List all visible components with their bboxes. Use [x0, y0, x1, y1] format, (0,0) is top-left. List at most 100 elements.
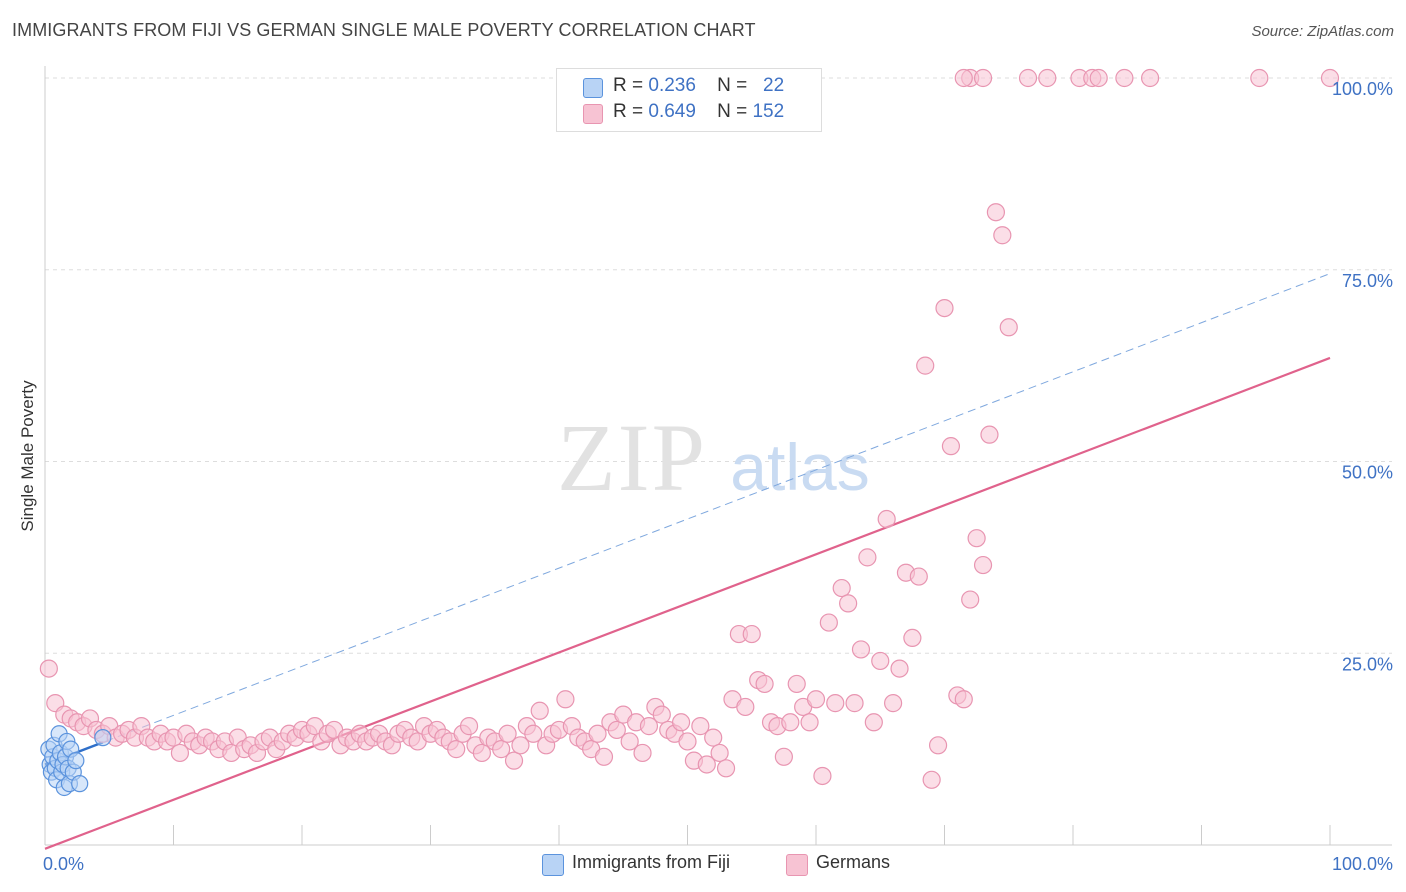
correlation-legend: R = 0.236 N = 22 R = 0.649 N = 152	[556, 68, 822, 132]
german-point	[967, 529, 986, 548]
watermark-zip: ZIP	[557, 404, 707, 511]
legend-fiji-label: Immigrants from Fiji	[572, 852, 731, 872]
german-point	[556, 690, 575, 709]
german-point	[447, 740, 466, 759]
german-point	[697, 755, 716, 774]
german-point	[511, 736, 530, 755]
x-tick-label: 0.0%	[43, 854, 84, 874]
legend-r-label: R =	[613, 75, 644, 96]
axes	[44, 66, 1392, 846]
german-point	[954, 690, 973, 709]
german-point	[806, 690, 826, 709]
german-point	[845, 694, 864, 713]
german-point	[774, 747, 793, 766]
series-legend: Immigrants from Fiji Germans	[0, 852, 1406, 878]
y-tick-label: 100.0%	[1332, 79, 1393, 99]
legend-r-value: 0.649	[648, 101, 696, 122]
german-point	[877, 509, 896, 529]
german-point	[530, 701, 549, 720]
grid-lines	[45, 77, 1392, 654]
german-point	[826, 694, 845, 713]
german-point	[973, 555, 993, 575]
legend-r-value: 0.236	[648, 75, 696, 96]
german-point	[941, 437, 961, 456]
x-tick-label: 100.0%	[1332, 854, 1393, 874]
german-legend-swatch-icon	[786, 854, 808, 876]
german-point	[819, 613, 838, 632]
german-point	[800, 713, 819, 732]
german-point	[1018, 68, 1038, 88]
german-point	[909, 567, 928, 586]
legend-germans-label: Germans	[816, 852, 891, 872]
legend-n-label: N =	[717, 101, 748, 122]
german-point	[903, 628, 922, 648]
german-point	[1089, 68, 1108, 88]
german-point	[671, 713, 691, 732]
german-point	[678, 732, 697, 751]
german-point	[492, 740, 511, 759]
german-swatch-icon	[583, 104, 603, 124]
german-point	[498, 724, 517, 743]
german-point	[620, 732, 639, 751]
tick-labels: 25.0% 50.0% 75.0% 100.0% 0.0% 100.0%	[43, 79, 1393, 874]
german-point	[639, 717, 659, 736]
german-point	[716, 759, 736, 778]
german-point	[954, 68, 973, 88]
german-point	[813, 766, 832, 786]
legend-n-label: N =	[717, 75, 748, 96]
german-point	[980, 425, 999, 444]
chart-title: IMMIGRANTS FROM FIJI VS GERMAN SINGLE MA…	[12, 20, 756, 40]
german-point	[832, 578, 851, 598]
german-point	[1140, 68, 1160, 88]
german-point	[588, 724, 607, 743]
german-point	[504, 751, 524, 770]
german-point	[858, 548, 877, 567]
german-point	[928, 736, 948, 755]
german-point	[1250, 68, 1269, 88]
fiji-points	[40, 725, 112, 797]
german-point	[973, 68, 993, 88]
german-point	[839, 594, 858, 613]
german-trend-line	[44, 356, 1331, 850]
fiji-swatch-icon	[583, 78, 603, 98]
german-point	[993, 226, 1012, 245]
fiji-legend-swatch-icon	[542, 854, 564, 876]
german-point	[459, 717, 479, 736]
german-point	[633, 743, 652, 763]
german-point	[594, 747, 614, 766]
german-point	[524, 724, 543, 743]
german-point	[890, 659, 909, 678]
y-tick-label: 75.0%	[1342, 271, 1393, 291]
german-point	[864, 713, 883, 732]
german-point	[39, 659, 58, 678]
german-point	[1320, 68, 1340, 88]
german-point	[999, 318, 1018, 337]
german-point	[652, 705, 671, 724]
german-point	[787, 674, 806, 694]
source-label: Source: ZipAtlas.com	[1251, 23, 1394, 40]
legend-n-value: 22	[763, 75, 785, 96]
y-tick-label: 25.0%	[1342, 654, 1393, 674]
german-point	[472, 743, 491, 763]
german-point	[755, 674, 774, 694]
german-point	[986, 203, 1006, 222]
german-point	[710, 743, 729, 763]
legend-n-value: 152	[752, 101, 785, 122]
german-point	[704, 728, 723, 747]
german-point	[607, 720, 626, 740]
german-point	[961, 590, 980, 609]
german-point	[883, 694, 903, 713]
legend-r-label: R =	[613, 101, 644, 122]
german-point	[691, 717, 710, 736]
german-point	[871, 651, 890, 671]
fiji-point	[94, 729, 112, 747]
watermark: ZIP atlas	[557, 404, 870, 511]
german-point	[1115, 68, 1134, 88]
german-point	[922, 770, 941, 789]
watermark-atlas: atlas	[730, 430, 869, 504]
fiji-trend-dashed-line	[44, 273, 1331, 765]
german-point	[851, 640, 871, 659]
german-point	[935, 299, 954, 318]
german-point	[742, 624, 761, 644]
